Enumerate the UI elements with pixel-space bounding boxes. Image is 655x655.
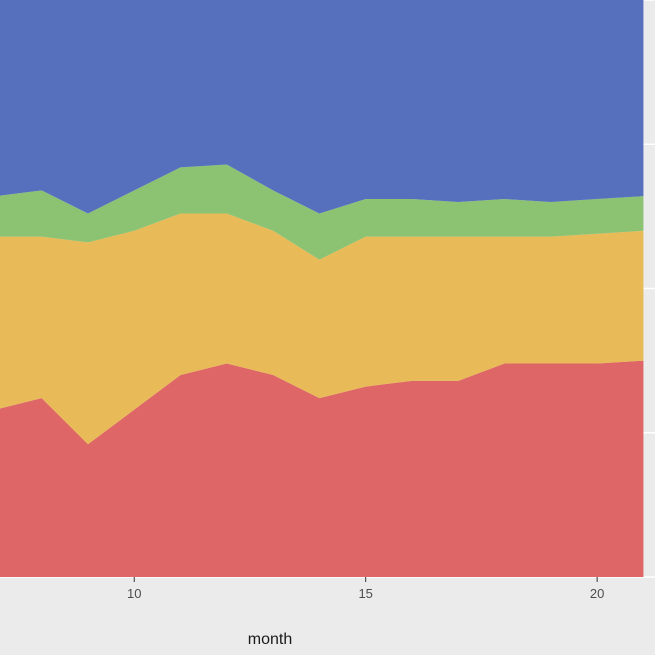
x-tick-label: 15 — [358, 586, 372, 601]
area-series-2 — [0, 213, 644, 445]
area-series-1 — [0, 360, 644, 577]
x-axis-title: month — [248, 631, 292, 648]
x-tick-label: 10 — [127, 586, 141, 601]
x-axis-tick-labels: 10 15 20 — [127, 586, 604, 601]
area-series-3 — [0, 164, 644, 260]
x-tick-label: 20 — [590, 586, 604, 601]
x-axis-ticks — [133, 577, 598, 582]
area-series-4 — [0, 0, 644, 214]
area-series — [0, 0, 644, 577]
